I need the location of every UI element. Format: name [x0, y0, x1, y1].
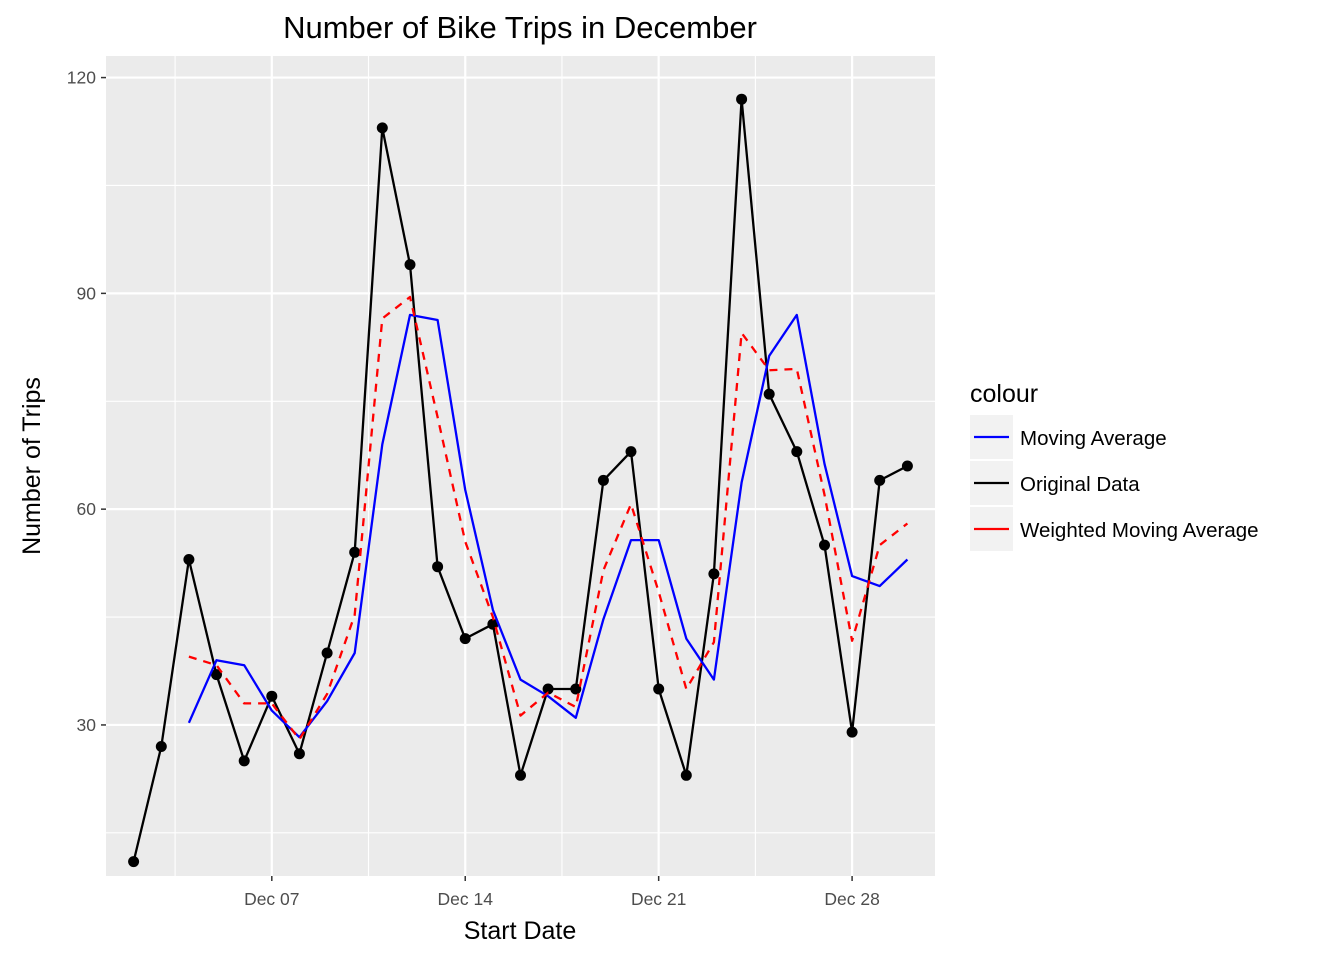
data-point-original-data — [874, 474, 886, 486]
data-point-original-data — [708, 568, 720, 580]
data-point-original-data — [597, 474, 609, 486]
legend-label-weighted-moving-average: Weighted Moving Average — [1020, 519, 1259, 542]
data-point-original-data — [680, 769, 692, 781]
x-tick-label: Dec 28 — [824, 889, 879, 909]
data-point-original-data — [183, 554, 195, 565]
y-tick-label: 120 — [67, 68, 96, 88]
legend-item-moving-average: Moving Average — [970, 415, 1167, 459]
data-point-original-data — [736, 93, 748, 105]
x-tick-label: Dec 07 — [244, 889, 299, 909]
x-axis-label: Start Date — [464, 917, 577, 945]
data-point-original-data — [211, 669, 222, 681]
data-point-original-data — [266, 690, 278, 702]
x-tick-label: Dec 14 — [438, 889, 494, 909]
data-point-original-data — [819, 539, 830, 551]
data-point-original-data — [487, 618, 499, 630]
data-point-original-data — [404, 259, 416, 271]
legend-label-moving-average: Moving Average — [1020, 427, 1167, 450]
data-point-original-data — [459, 633, 471, 645]
data-point-original-data — [625, 446, 637, 458]
data-point-original-data — [376, 122, 388, 134]
chart-title: Number of Bike Trips in December — [283, 10, 757, 45]
plot-panel — [106, 56, 935, 876]
data-point-original-data — [293, 748, 305, 760]
series-line-weighted-moving-average — [188, 295, 909, 741]
data-point-original-data — [653, 683, 665, 695]
series-layer — [128, 93, 913, 868]
legend: colour Moving Average Original Data Weig… — [970, 380, 1259, 551]
y-tick-label: 90 — [77, 283, 97, 303]
data-point-original-data — [542, 683, 554, 695]
data-point-original-data — [570, 683, 582, 695]
data-point-original-data — [155, 741, 167, 752]
x-tick-label: Dec 21 — [631, 889, 686, 909]
data-point-original-data — [432, 561, 444, 573]
data-point-original-data — [128, 856, 140, 868]
data-point-original-data — [901, 460, 913, 472]
data-point-original-data — [321, 647, 333, 659]
data-point-original-data — [515, 769, 526, 781]
y-tick-label: 60 — [77, 499, 97, 519]
legend-label-original-data: Original Data — [1020, 473, 1140, 496]
legend-title: colour — [970, 380, 1038, 408]
data-point-original-data — [791, 446, 803, 458]
legend-item-weighted-moving-average: Weighted Moving Average — [970, 507, 1259, 551]
data-point-original-data — [846, 726, 858, 738]
data-point-original-data — [349, 546, 361, 558]
data-point-original-data — [763, 388, 775, 400]
data-point-original-data — [238, 755, 250, 767]
legend-item-original-data: Original Data — [970, 461, 1140, 505]
axes: 30 60 90 120 Dec 07 Dec 14 Dec 21 Dec 28 — [67, 68, 880, 909]
y-axis-label: Number of Trips — [18, 377, 46, 555]
y-tick-label: 30 — [77, 715, 97, 735]
